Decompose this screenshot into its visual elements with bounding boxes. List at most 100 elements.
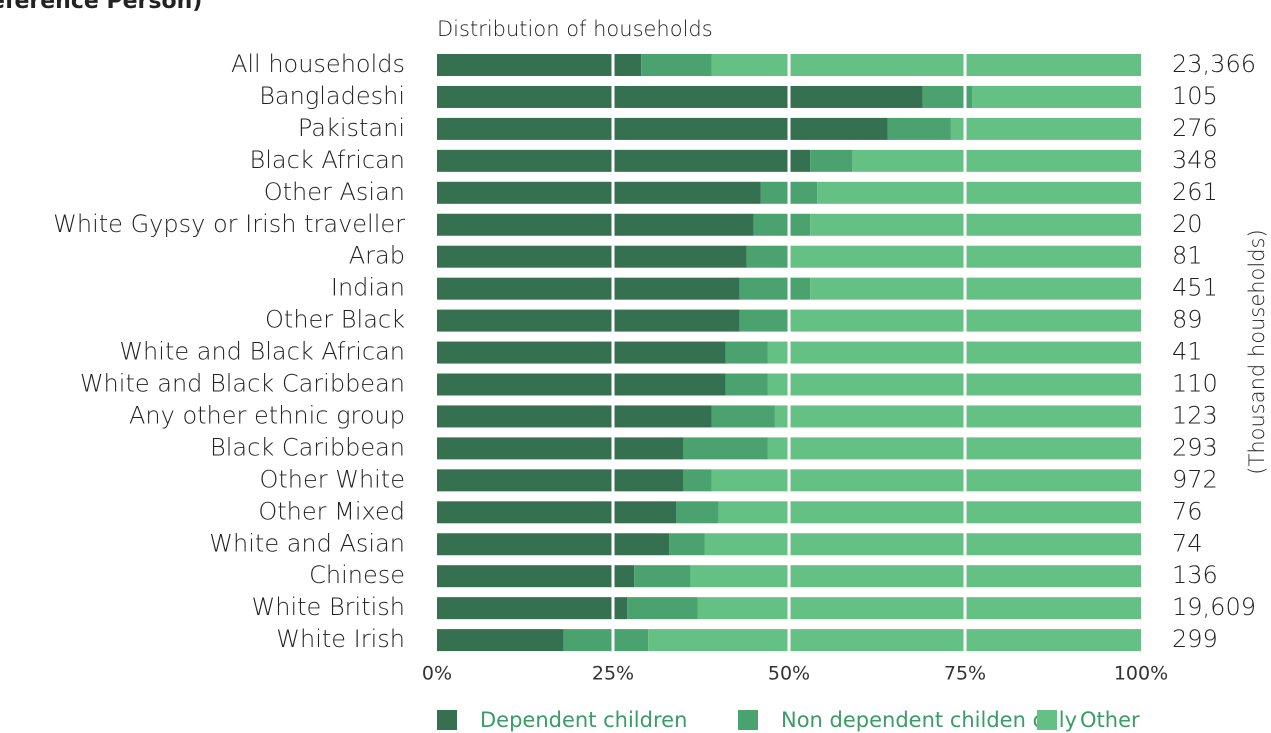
- bar-segment: [711, 469, 1141, 492]
- legend-swatch: [738, 710, 758, 730]
- households-label: 136: [1172, 561, 1218, 589]
- bar-segment: [817, 181, 1141, 204]
- bar-segment: [810, 277, 1141, 300]
- bar-segment: [704, 533, 1141, 556]
- bar-segment: [683, 437, 768, 460]
- category-label: White and Asian: [209, 529, 405, 557]
- chart-title: eference Person): [0, 0, 202, 14]
- bar-segment: [690, 565, 1141, 588]
- households-label: 74: [1172, 529, 1203, 557]
- households-label: 299: [1172, 625, 1218, 653]
- bar-segment: [437, 437, 684, 460]
- x-tick-label: 75%: [944, 663, 986, 685]
- category-label: Pakistani: [298, 114, 405, 142]
- category-label: Other White: [259, 465, 405, 493]
- households-label: 110: [1172, 370, 1218, 398]
- households-label: 451: [1172, 274, 1218, 302]
- bar-segment: [437, 277, 740, 300]
- households-label: 123: [1172, 401, 1218, 429]
- households-label: 105: [1172, 82, 1218, 110]
- bar-segment: [810, 213, 1141, 236]
- households-label: 20: [1172, 210, 1203, 238]
- category-label: Other Mixed: [258, 497, 405, 525]
- legend-swatch: [1037, 710, 1057, 730]
- category-label: Other Black: [265, 306, 405, 334]
- bar-segment: [437, 533, 670, 556]
- category-label: Any other ethnic group: [129, 401, 405, 429]
- category-label: Bangladeshi: [259, 82, 405, 110]
- bar-segment: [725, 373, 768, 396]
- bar-segment: [767, 373, 1141, 396]
- x-tick-label: 0%: [422, 663, 452, 685]
- category-label: White Irish: [276, 625, 405, 653]
- category-label: White and Black African: [119, 338, 405, 366]
- households-label: 89: [1172, 306, 1203, 334]
- category-label: Black African: [250, 146, 405, 174]
- bar-segment: [950, 117, 1141, 140]
- bar-segment: [753, 213, 811, 236]
- bar-segment: [648, 629, 1141, 652]
- bar-segment: [683, 469, 712, 492]
- households-label: 76: [1172, 497, 1203, 525]
- bar-segment: [437, 54, 642, 76]
- bar-segment: [887, 117, 951, 140]
- bar-segment: [697, 597, 1141, 620]
- bar-segment: [563, 629, 649, 652]
- households-label: 81: [1172, 242, 1203, 270]
- bar-segment: [767, 437, 1141, 460]
- households-label: 261: [1172, 178, 1218, 206]
- households-label: 276: [1172, 114, 1218, 142]
- bar-segment: [437, 117, 888, 140]
- households-label: 293: [1172, 433, 1218, 461]
- households-axis-label: (Thousand households): [1245, 229, 1269, 474]
- legend-label: Dependent children: [480, 708, 687, 732]
- category-label: White British: [252, 593, 405, 621]
- category-label: Arab: [349, 242, 405, 270]
- households-label: 972: [1172, 465, 1218, 493]
- bar-segment: [437, 597, 628, 620]
- bar-segment: [437, 341, 726, 364]
- category-label: Black Caribbean: [210, 433, 405, 461]
- bar-segment: [437, 213, 754, 236]
- bar-segment: [437, 181, 761, 204]
- legend-label: Other: [1080, 708, 1140, 732]
- bar-segment: [739, 277, 811, 300]
- bar-segment: [810, 149, 853, 172]
- category-label: Other Asian: [264, 178, 405, 206]
- category-label: Indian: [331, 274, 405, 302]
- category-label: Chinese: [309, 561, 405, 589]
- bar-segment: [711, 54, 1141, 76]
- bar-segment: [972, 85, 1141, 108]
- x-tick-label: 100%: [1114, 663, 1168, 685]
- households-label: 19,609: [1172, 593, 1256, 621]
- bar-segment: [437, 501, 677, 524]
- bar-segment: [437, 629, 564, 652]
- legend-label: Non dependent childen only: [781, 708, 1077, 732]
- bar-segment: [739, 309, 789, 332]
- x-tick-label: 50%: [768, 663, 810, 685]
- bar-segment: [718, 501, 1141, 524]
- category-label: White Gypsy or Irish traveller: [53, 210, 405, 238]
- bar-segment: [767, 341, 1141, 364]
- bar-segment: [437, 309, 740, 332]
- bar-segment: [746, 245, 789, 268]
- bar-segment: [437, 469, 684, 492]
- category-label: White and Black Caribbean: [80, 370, 405, 398]
- bar-segment: [669, 533, 705, 556]
- households-label: 23,366: [1172, 50, 1256, 78]
- bar-segment: [774, 405, 1141, 428]
- bar-segment: [641, 54, 712, 76]
- bar-segment: [676, 501, 719, 524]
- bar-segment: [711, 405, 775, 428]
- bar-segment: [437, 149, 811, 172]
- bar-segment: [437, 373, 726, 396]
- bar-segment: [634, 565, 691, 588]
- category-label: All households: [231, 50, 405, 78]
- bar-segment: [437, 405, 712, 428]
- households-label: 41: [1172, 338, 1203, 366]
- axis-title: Distribution of households: [437, 17, 713, 41]
- legend-swatch: [437, 710, 457, 730]
- bar-segment: [725, 341, 768, 364]
- x-tick-label: 25%: [592, 663, 634, 685]
